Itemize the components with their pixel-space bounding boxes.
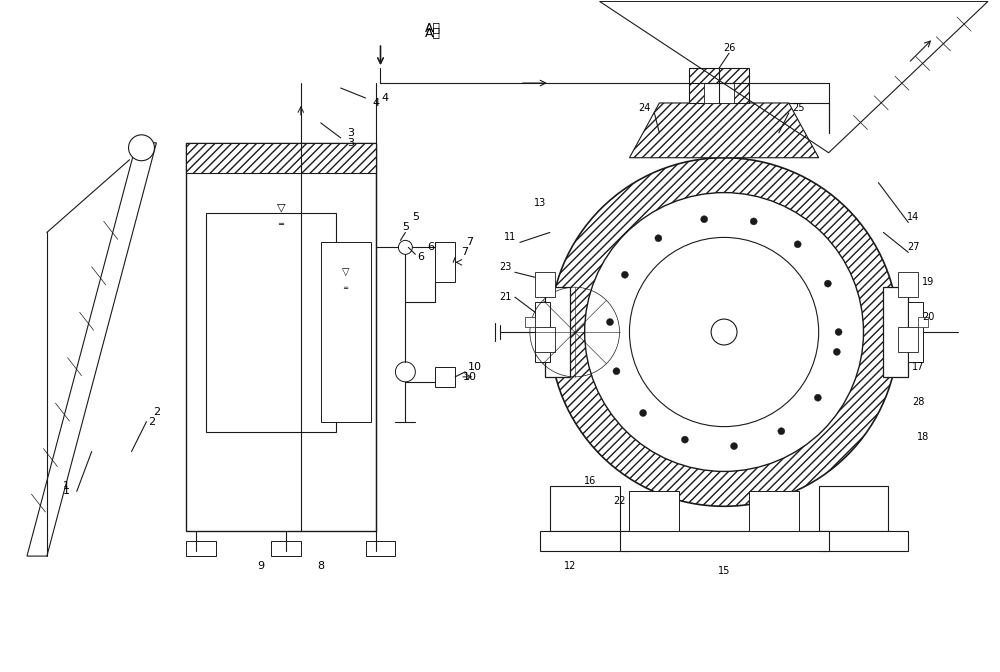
Circle shape	[621, 271, 628, 278]
Circle shape	[778, 427, 785, 435]
Bar	[271, 541, 301, 556]
Polygon shape	[819, 487, 888, 531]
Circle shape	[835, 329, 842, 335]
Text: ═: ═	[278, 220, 283, 229]
Text: 25: 25	[793, 103, 805, 113]
Bar	[535, 327, 555, 352]
Bar	[535, 272, 555, 297]
Bar	[689, 68, 749, 103]
Circle shape	[711, 319, 737, 345]
Text: 16: 16	[584, 476, 596, 487]
Circle shape	[606, 319, 613, 325]
Text: 28: 28	[912, 396, 924, 407]
Text: 4: 4	[372, 98, 379, 108]
Bar	[435, 243, 455, 282]
Text: A向: A向	[425, 27, 441, 40]
Text: 4: 4	[382, 93, 389, 103]
Text: 24: 24	[638, 103, 651, 113]
Text: 8: 8	[317, 561, 324, 571]
Text: 15: 15	[718, 566, 730, 576]
Circle shape	[629, 237, 819, 427]
Text: 2: 2	[153, 407, 160, 417]
Bar	[186, 541, 216, 556]
Circle shape	[640, 409, 647, 417]
Bar	[749, 491, 799, 531]
Text: 5: 5	[412, 212, 419, 222]
Circle shape	[613, 368, 620, 375]
Text: 12: 12	[564, 561, 576, 571]
Text: 19: 19	[922, 278, 934, 287]
Bar	[321, 243, 371, 421]
Bar	[898, 327, 918, 352]
Circle shape	[585, 193, 863, 472]
Bar	[535, 302, 550, 362]
Text: ▽: ▽	[277, 202, 285, 212]
Text: 22: 22	[613, 497, 626, 506]
Text: 6: 6	[417, 252, 424, 262]
Text: 23: 23	[499, 262, 511, 272]
Text: 6: 6	[427, 243, 434, 253]
Bar	[186, 143, 376, 173]
Text: 1: 1	[63, 481, 70, 491]
Bar	[908, 302, 923, 362]
Bar	[186, 143, 376, 531]
Bar	[525, 317, 535, 327]
Text: 13: 13	[534, 198, 546, 208]
Text: 3: 3	[347, 138, 354, 148]
Polygon shape	[550, 487, 620, 531]
Circle shape	[833, 348, 840, 355]
Bar	[883, 287, 908, 377]
Text: A向: A向	[425, 22, 441, 35]
Text: 20: 20	[922, 312, 934, 322]
Text: 18: 18	[917, 431, 929, 442]
Text: 11: 11	[504, 233, 516, 243]
Text: 21: 21	[499, 292, 511, 302]
Text: 10: 10	[468, 362, 482, 372]
Polygon shape	[629, 103, 819, 158]
Bar	[918, 317, 928, 327]
Bar	[704, 83, 734, 103]
Circle shape	[550, 158, 898, 506]
Bar	[545, 287, 570, 377]
Text: 2: 2	[148, 417, 155, 427]
Circle shape	[814, 394, 821, 401]
Circle shape	[731, 443, 738, 450]
Text: 5: 5	[402, 222, 409, 233]
Bar	[898, 272, 918, 297]
Text: 7: 7	[467, 237, 474, 247]
Bar	[206, 212, 336, 431]
Bar	[435, 367, 455, 387]
Text: ═: ═	[344, 284, 348, 290]
Text: 17: 17	[912, 362, 924, 372]
Bar	[540, 531, 629, 551]
Text: 7: 7	[462, 247, 469, 257]
Text: 3: 3	[347, 128, 354, 138]
Text: 1: 1	[63, 487, 70, 497]
Bar	[629, 491, 679, 531]
Text: 26: 26	[723, 43, 735, 53]
Circle shape	[681, 436, 688, 443]
Text: 14: 14	[907, 212, 919, 222]
Bar	[819, 531, 908, 551]
Text: 10: 10	[463, 372, 477, 382]
Circle shape	[129, 135, 154, 161]
Text: 27: 27	[907, 243, 920, 253]
Text: ▽: ▽	[342, 267, 349, 278]
Circle shape	[794, 241, 801, 248]
Circle shape	[824, 280, 831, 287]
Circle shape	[701, 216, 708, 222]
Circle shape	[750, 218, 757, 225]
Circle shape	[655, 235, 662, 242]
Bar	[620, 531, 829, 551]
Bar	[366, 541, 395, 556]
Text: 9: 9	[257, 561, 265, 571]
